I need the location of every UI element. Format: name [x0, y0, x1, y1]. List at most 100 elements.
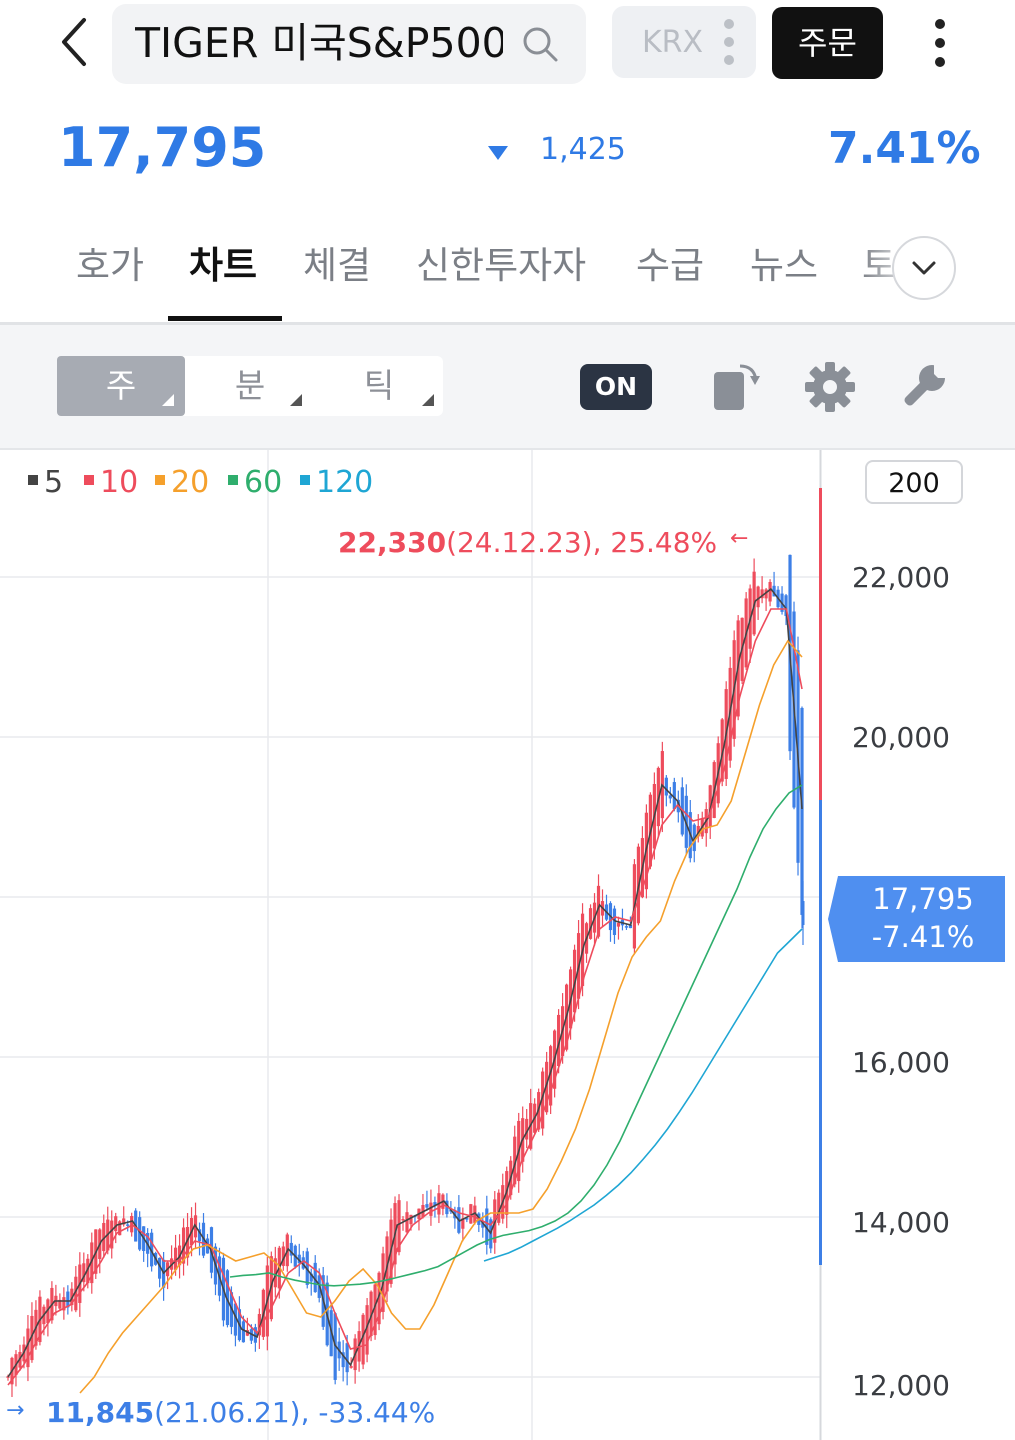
- candle-body: [772, 585, 776, 597]
- candle-body: [616, 922, 621, 927]
- candle-body: [696, 825, 700, 837]
- legend-ma10-label: 10: [100, 465, 139, 500]
- candle-count-button[interactable]: 200: [865, 460, 963, 504]
- period-tick-corner-icon: [422, 394, 434, 406]
- ma-line-120: [483, 928, 803, 1262]
- low-arrow-icon: →: [6, 1398, 25, 1423]
- tab-news[interactable]: 뉴스: [750, 244, 819, 287]
- candle-body: [257, 1314, 261, 1336]
- candle-body: [525, 1118, 529, 1140]
- period-minute[interactable]: 분: [234, 366, 266, 405]
- search-input[interactable]: TIGER 미국S&P500: [135, 19, 503, 67]
- candle-body: [800, 707, 804, 915]
- candle-body: [624, 926, 629, 928]
- candle-body: [369, 1291, 373, 1337]
- candle-body: [74, 1276, 78, 1311]
- candle-body: [768, 582, 772, 602]
- moving-average-lines: [7, 587, 803, 1394]
- candle-body: [122, 1218, 126, 1225]
- on-toggle-button[interactable]: ON: [580, 364, 652, 410]
- candle-body: [473, 1205, 477, 1223]
- candle-body: [289, 1242, 293, 1256]
- candle-body: [114, 1216, 118, 1232]
- candle-body: [26, 1328, 30, 1368]
- current-price: 17,795: [58, 116, 267, 179]
- candle-body: [497, 1192, 501, 1223]
- candle-body: [297, 1254, 301, 1264]
- candle-body: [62, 1297, 66, 1311]
- candle-body: [6, 1376, 10, 1378]
- period-week[interactable]: 주: [57, 356, 185, 416]
- ma-line-10: [7, 608, 803, 1386]
- chart-grid: [0, 450, 820, 1440]
- low-price-label: 11,845(21.06.21), -33.44%: [46, 1394, 435, 1432]
- candle-body: [181, 1227, 186, 1264]
- candle-body: [764, 589, 768, 599]
- legend-ma60: 60: [228, 464, 282, 502]
- tab-trades[interactable]: 체결: [303, 244, 372, 287]
- low-price-detail: (21.06.21), -33.44%: [154, 1396, 436, 1429]
- gear-icon[interactable]: [803, 360, 857, 414]
- y-tick-label: 22,000: [852, 561, 950, 594]
- price-change: 1,425: [540, 132, 626, 167]
- legend-ma20-swatch: [155, 474, 165, 485]
- candle-body: [361, 1314, 365, 1365]
- candle-body: [425, 1204, 429, 1208]
- candle-body: [90, 1242, 94, 1284]
- candle-body: [345, 1343, 349, 1373]
- current-price-tag-percent: -7.41%: [871, 920, 975, 954]
- candle-body: [118, 1221, 122, 1236]
- wrench-icon[interactable]: [896, 360, 950, 414]
- back-arrow-icon[interactable]: [50, 12, 100, 72]
- legend-ma120-swatch: [300, 474, 310, 485]
- candle-body: [301, 1257, 305, 1269]
- candle-body: [365, 1305, 369, 1355]
- candle-body: [281, 1246, 285, 1266]
- candle-body: [664, 777, 668, 796]
- candle-body: [469, 1204, 473, 1224]
- candle-body: [401, 1218, 405, 1221]
- candle-body: [273, 1258, 277, 1288]
- price-chart[interactable]: [0, 450, 1015, 1440]
- period-week-corner-icon: [162, 394, 174, 406]
- ma-line-60: [229, 784, 803, 1287]
- candle-body: [66, 1291, 70, 1308]
- order-button[interactable]: 주문: [772, 7, 883, 79]
- tab-chart[interactable]: 차트: [189, 244, 258, 287]
- search-icon[interactable]: [520, 24, 560, 64]
- candle-body: [612, 908, 617, 936]
- y-tick-label: 14,000: [852, 1206, 950, 1239]
- candle-body: [397, 1200, 401, 1253]
- legend-ma5-label: 5: [44, 465, 64, 500]
- candle-body: [173, 1247, 178, 1270]
- ma-line-20: [79, 639, 803, 1394]
- candle-body: [102, 1222, 106, 1252]
- candle-body: [225, 1270, 230, 1326]
- candle-body: [377, 1272, 381, 1325]
- candle-body: [110, 1220, 114, 1249]
- tab-expand-button[interactable]: [892, 236, 956, 300]
- tab-quote[interactable]: 호가: [76, 244, 145, 287]
- ma-line-5: [7, 587, 803, 1378]
- high-price-value: 22,330: [338, 526, 447, 559]
- tab-investor[interactable]: 신한투자자: [416, 244, 587, 287]
- active-tab-indicator: [168, 316, 282, 321]
- candle-body: [405, 1212, 409, 1233]
- exchange-more-icon: [724, 19, 734, 65]
- period-tick[interactable]: 틱: [363, 366, 395, 405]
- tab-supply-demand[interactable]: 수급: [636, 244, 705, 287]
- candle-body: [82, 1263, 86, 1283]
- candle-body: [668, 795, 672, 799]
- candle-body: [253, 1327, 257, 1343]
- rotate-icon[interactable]: [710, 360, 764, 414]
- candle-body: [485, 1208, 489, 1245]
- legend-ma120: 120: [300, 464, 373, 502]
- candle-body: [481, 1222, 485, 1228]
- candle-body: [150, 1232, 154, 1267]
- candle-body: [784, 595, 788, 617]
- price-change-percent: 7.41%: [828, 123, 981, 174]
- search-box[interactable]: [112, 4, 586, 84]
- high-arrow-icon: ←: [730, 526, 749, 551]
- legend-ma10: 10: [84, 464, 138, 502]
- more-menu-icon[interactable]: [928, 18, 952, 68]
